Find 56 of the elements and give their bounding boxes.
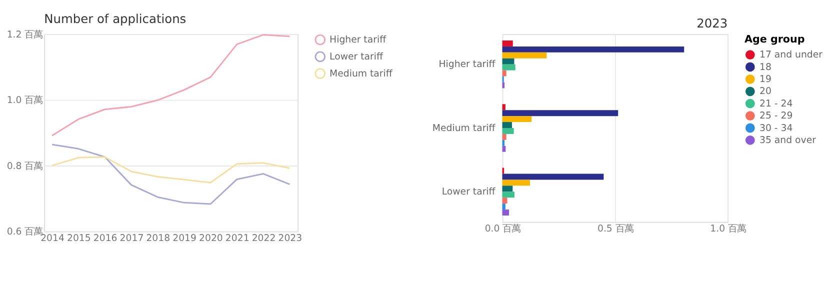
x-tick-label: 2022	[252, 233, 276, 244]
x-tick-label: 2023	[278, 233, 302, 244]
x-tick-label: 2016	[93, 233, 118, 244]
legend-label: 18	[760, 62, 772, 73]
legend-label: Higher tariff	[330, 34, 387, 46]
bar	[502, 52, 547, 58]
bar	[502, 40, 513, 46]
legend-label: Medium tariff	[330, 68, 393, 80]
chart-title: Number of applications	[44, 12, 186, 26]
bar	[502, 46, 684, 52]
y-tick-label: 0.8 百萬	[6, 160, 43, 172]
legend-label: Lower tariff	[330, 51, 384, 62]
y-tick-label: 1.2 百萬	[6, 29, 43, 40]
x-tick-label: 0.5 百萬	[597, 224, 634, 235]
x-tick-label: 0.0 百萬	[484, 224, 521, 235]
y-tick-label: 1.0 百萬	[6, 95, 43, 106]
x-tick-label: 2021	[225, 233, 250, 244]
x-tick-label: 2019	[172, 233, 197, 244]
legend-label: 20	[760, 86, 772, 98]
bar	[502, 110, 618, 116]
line-series	[51, 144, 290, 205]
bar	[502, 192, 514, 198]
line-series	[51, 156, 290, 184]
x-tick-label: 2017	[120, 233, 144, 244]
legend-label: 19	[760, 74, 772, 85]
bar	[502, 122, 512, 128]
bar	[502, 204, 506, 210]
bar	[502, 174, 604, 180]
x-tick-label: 2018	[146, 233, 170, 244]
bar	[502, 210, 510, 216]
bar	[502, 104, 506, 110]
y-tick-label: 0.6 百萬	[6, 226, 43, 238]
x-tick-label: 1.0 百萬	[710, 224, 746, 235]
line-series	[51, 34, 290, 136]
x-tick-label: 2015	[66, 233, 91, 244]
x-tick-label: 2020	[199, 233, 223, 244]
bar	[502, 186, 513, 192]
legend-label: 25 - 29	[760, 110, 793, 122]
y-tick-label: Higher tariff	[438, 59, 496, 70]
bar	[502, 180, 530, 186]
bar	[502, 116, 532, 122]
legend-label: 17 and under	[760, 50, 823, 61]
legend-label: 35 and over	[760, 135, 816, 146]
legend-label: 30 - 34	[760, 122, 793, 134]
bar	[502, 128, 514, 134]
bar	[502, 134, 506, 140]
bar	[502, 198, 508, 204]
legend-title: Age group	[744, 34, 805, 46]
y-tick-label: Lower tariff	[442, 186, 496, 198]
bar	[502, 64, 516, 70]
legend-label: 21 - 24	[760, 98, 793, 110]
chart-subtitle: 2023	[696, 16, 728, 31]
y-tick-label: Medium tariff	[432, 122, 496, 134]
bar	[502, 70, 506, 76]
x-tick-label: 2014	[40, 233, 64, 244]
bar	[502, 58, 514, 64]
